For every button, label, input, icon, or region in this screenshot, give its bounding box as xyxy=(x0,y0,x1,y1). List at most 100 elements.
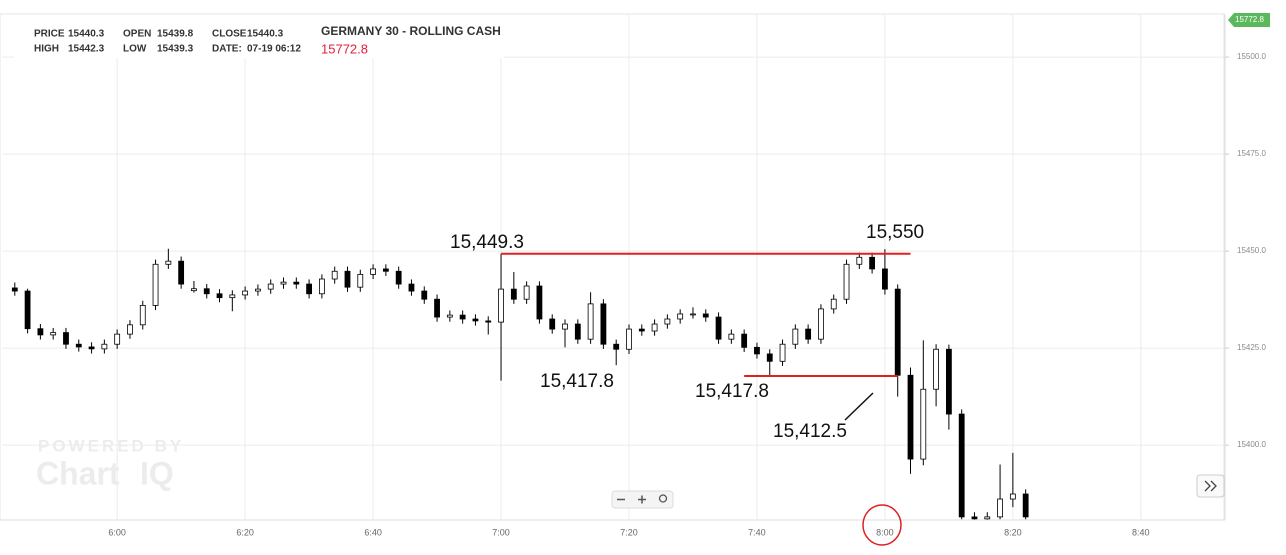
candle-body xyxy=(1022,493,1029,518)
candle-body xyxy=(382,268,389,272)
chart-title: GERMANY 30 - ROLLING CASH xyxy=(321,24,501,38)
candle-body xyxy=(882,268,888,290)
candle-body xyxy=(856,256,863,265)
candle-body xyxy=(702,313,709,318)
header-value: 15440.3 xyxy=(68,29,105,40)
candle-body xyxy=(894,288,901,376)
candle-body xyxy=(677,313,684,320)
header-label: HIGH xyxy=(34,44,59,55)
header-label: OPEN xyxy=(123,29,151,40)
candle-body xyxy=(830,298,837,310)
candle-body xyxy=(984,516,991,520)
candle-body xyxy=(613,343,620,350)
x-tick-label: 7:00 xyxy=(492,527,510,537)
annotation: 15,417.8 xyxy=(695,381,769,402)
header-value: 15442.3 xyxy=(68,44,105,55)
x-tick-label: 8:40 xyxy=(1132,527,1150,537)
candle-body xyxy=(37,328,44,336)
candle-body xyxy=(651,323,658,332)
candle-body xyxy=(370,268,376,275)
candle-body xyxy=(562,323,568,330)
candle-body xyxy=(216,293,223,299)
candle-body xyxy=(395,270,402,285)
candle-body xyxy=(75,343,82,348)
grid: 15400.0 15425.0 15450.0 15475.0 15500.0 6:00 6… xyxy=(2,14,1266,537)
x-tick-label: 7:20 xyxy=(620,527,638,537)
annotation: 15,412.5 xyxy=(773,421,847,442)
x-tick-label: 6:00 xyxy=(108,527,126,537)
candle-body xyxy=(869,256,876,270)
candle-body xyxy=(933,348,939,390)
header-value: 07-19 06:12 xyxy=(247,44,301,55)
candle-body xyxy=(485,320,492,323)
candle-body xyxy=(779,343,786,362)
y-tick-label: 15500.0 xyxy=(1237,52,1266,61)
x-tick-label: 8:00 xyxy=(876,527,894,537)
candle-body xyxy=(152,263,159,306)
candle-body xyxy=(127,324,133,335)
candle-body xyxy=(178,260,185,285)
candles xyxy=(11,248,1029,520)
candle-body xyxy=(331,270,338,280)
watermark: POWERED BY Chart IQ xyxy=(36,436,184,491)
candle-body xyxy=(446,314,453,318)
x-tick-label: 8:20 xyxy=(1004,527,1022,537)
candle-body xyxy=(11,287,18,292)
candle-body xyxy=(600,303,607,345)
header-label: PRICE xyxy=(34,29,65,40)
candle-body xyxy=(242,290,249,296)
header-label: CLOSE xyxy=(212,29,247,40)
candle-body xyxy=(805,328,812,340)
candle-body xyxy=(690,313,696,316)
zoom-reset[interactable] xyxy=(658,494,668,503)
zoom-in[interactable] xyxy=(638,495,646,504)
candle-body xyxy=(574,323,581,340)
watermark-text: POWERED BY xyxy=(38,436,184,455)
price-tag xyxy=(1228,13,1270,27)
header-value: 15439.8 xyxy=(157,29,194,40)
header-panel xyxy=(14,15,504,58)
candle-body xyxy=(818,308,824,340)
price-tag-label: 15772.8 xyxy=(1235,15,1264,24)
y-tick-label: 15400.0 xyxy=(1237,440,1266,449)
candle-body xyxy=(920,388,927,460)
candle-body xyxy=(1009,493,1016,500)
candle-body xyxy=(971,516,978,520)
candle-body xyxy=(267,283,274,290)
header-label: DATE: xyxy=(212,44,242,55)
candle-body xyxy=(958,413,965,518)
candle-body xyxy=(843,263,850,300)
candle-body xyxy=(664,318,671,325)
highlight-circle xyxy=(862,504,902,546)
candle-body xyxy=(766,353,773,362)
candle-body xyxy=(191,288,197,292)
candle-body xyxy=(306,283,312,295)
candle-body xyxy=(792,328,799,345)
candle-body xyxy=(498,288,504,323)
header-value: 15439.3 xyxy=(157,44,194,55)
candle-body xyxy=(203,288,210,295)
annotation-arrow xyxy=(844,392,874,421)
candle-body xyxy=(114,333,121,345)
header-value: 15440.3 xyxy=(247,29,284,40)
candle-body xyxy=(139,305,146,326)
candle-body xyxy=(101,343,108,350)
candle-body xyxy=(344,270,351,288)
candle-body xyxy=(165,260,172,265)
candle-body xyxy=(24,290,31,330)
watermark-text: IQ xyxy=(140,455,174,491)
candle-body xyxy=(472,318,479,322)
candle-body xyxy=(63,332,69,345)
annotation: 15,449.3 xyxy=(450,232,524,253)
annotation: 15,417.8 xyxy=(540,371,614,392)
header: PRICE 15440.3 OPEN 15439.8 CLOSE 15440.3… xyxy=(34,24,501,56)
candle-body xyxy=(549,318,556,330)
candle-body xyxy=(638,328,645,332)
candle-body xyxy=(421,290,428,300)
candle-body xyxy=(255,288,261,292)
candle-body xyxy=(728,333,735,340)
last-price: 15772.8 xyxy=(321,41,368,56)
scroll-end-icon xyxy=(1204,480,1217,492)
